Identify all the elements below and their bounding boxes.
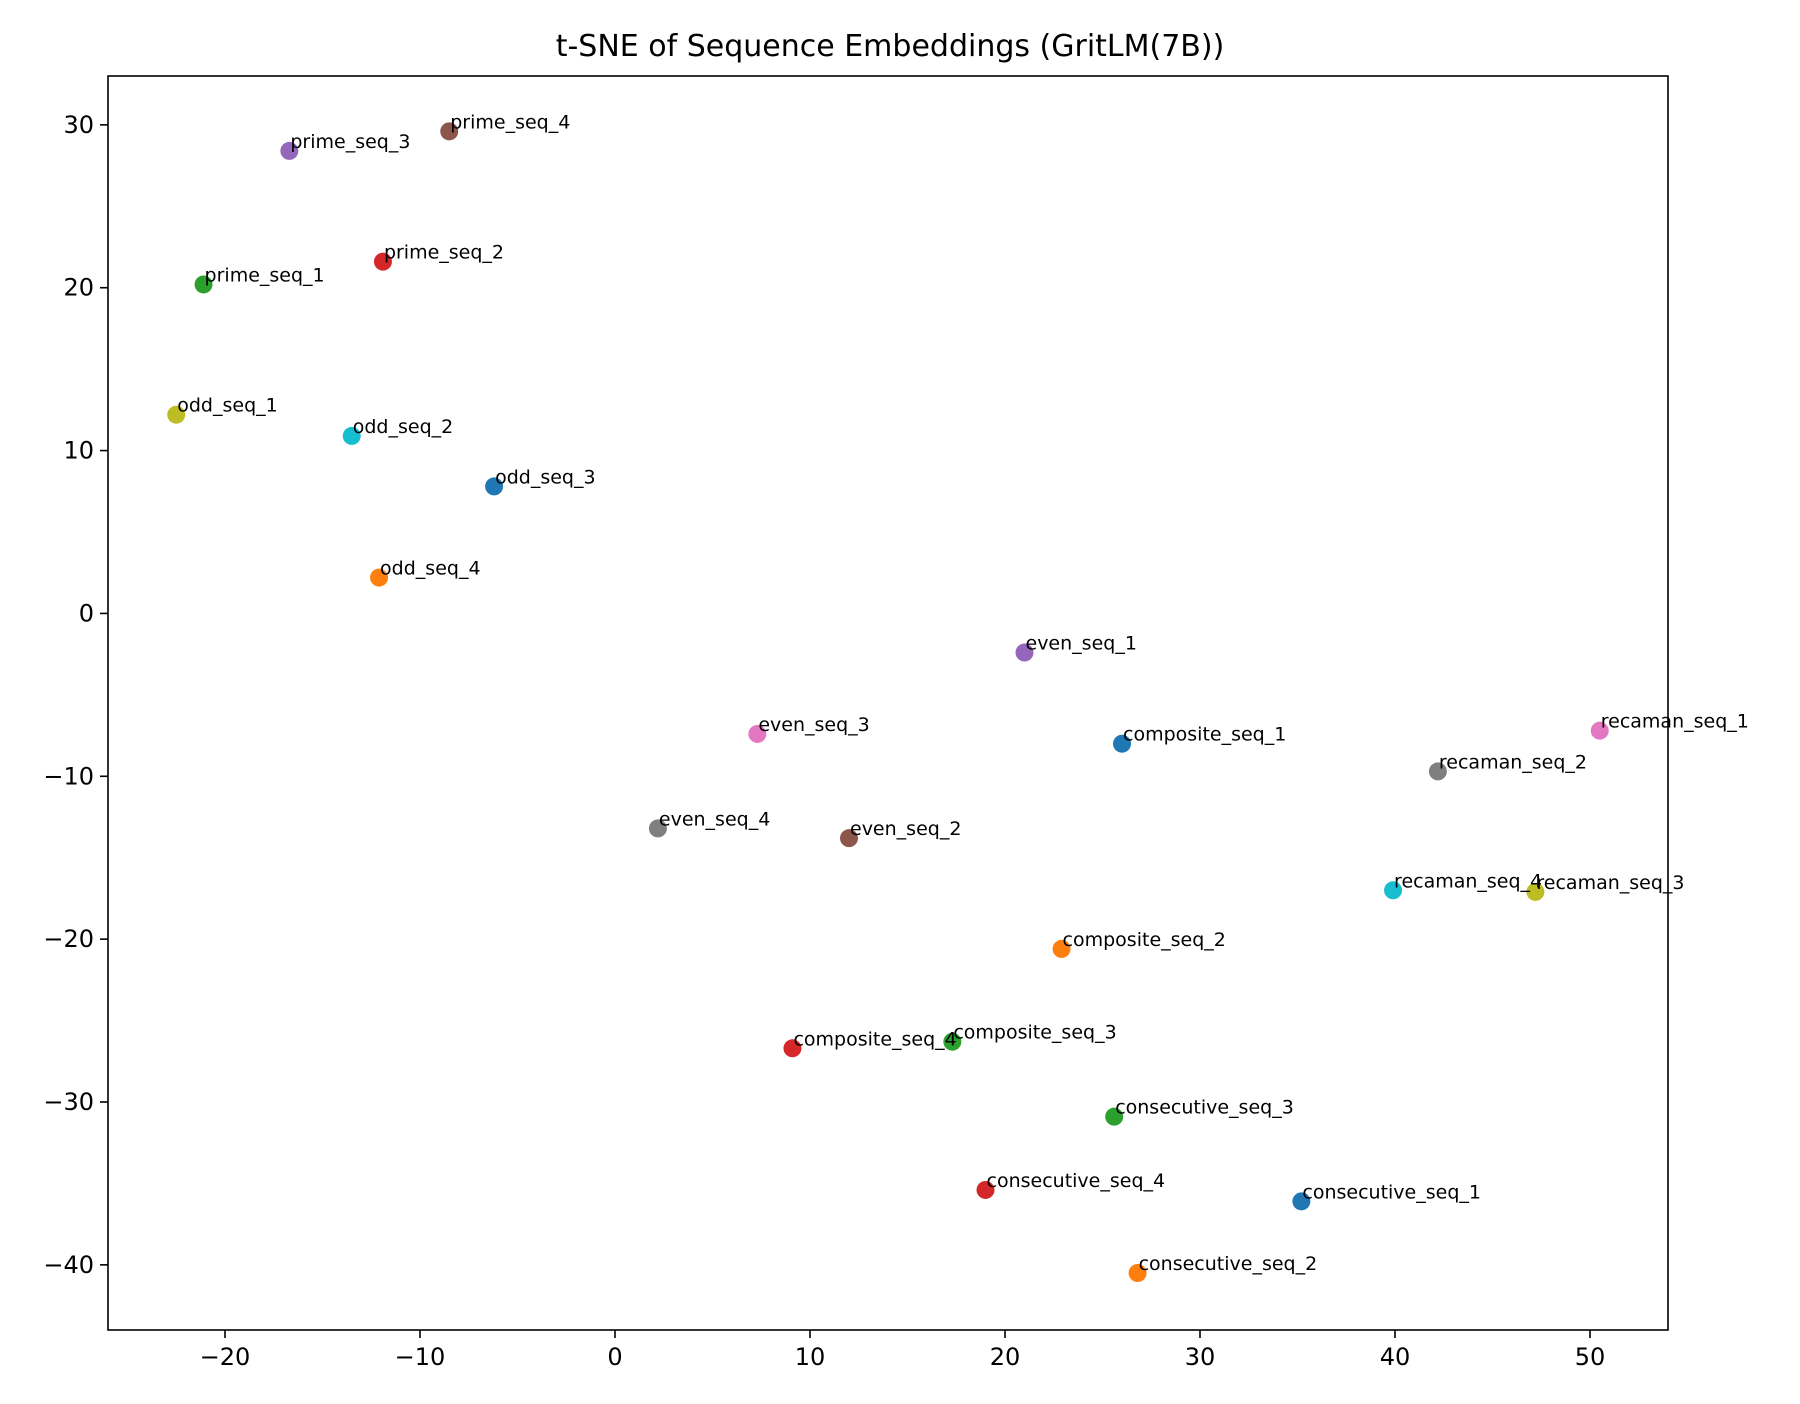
x-tick-label: −10 — [395, 1343, 446, 1371]
scatter-point — [1428, 762, 1447, 781]
scatter-point — [342, 426, 361, 445]
point-label: consecutive_seq_2 — [1139, 1253, 1318, 1275]
y-tick-label: 20 — [63, 274, 94, 302]
x-tick-label: −20 — [200, 1343, 251, 1371]
point-label: composite_seq_4 — [793, 1028, 956, 1050]
y-tick-label: 0 — [79, 599, 94, 627]
scatter-point — [1292, 1192, 1311, 1211]
x-tick-label: 10 — [795, 1343, 826, 1371]
scatter-point — [748, 724, 767, 743]
scatter-point — [373, 252, 392, 271]
point-label: composite_seq_2 — [1063, 929, 1226, 951]
y-tick-label: 10 — [63, 437, 94, 465]
marks-layer — [167, 122, 1609, 1282]
point-label: recaman_seq_3 — [1536, 872, 1684, 894]
scatter-point — [1590, 721, 1609, 740]
point-label: odd_seq_4 — [380, 558, 480, 580]
point-label: consecutive_seq_3 — [1115, 1097, 1294, 1119]
point-label: even_seq_4 — [659, 808, 770, 830]
scatter-point — [840, 829, 858, 848]
scatter-point — [648, 819, 667, 838]
scatter-point — [370, 568, 389, 587]
axes-layer: −20 −10 0 10 20 30 40 50 30 20 10 0 −10 −20 −30 −40 — [43, 75, 1669, 1371]
x-tick-label: 20 — [990, 1343, 1021, 1371]
y-tick-label: −20 — [43, 925, 94, 953]
point-label: composite_seq_1 — [1123, 724, 1286, 746]
point-label: prime_seq_1 — [205, 264, 325, 286]
scatter-point — [194, 275, 213, 294]
x-tick-label: 0 — [607, 1343, 622, 1371]
point-label: prime_seq_4 — [450, 111, 570, 133]
point-label: even_seq_1 — [1026, 633, 1137, 655]
point-label: recaman_seq_2 — [1439, 751, 1587, 773]
point-label: recaman_seq_1 — [1601, 711, 1749, 733]
point-label: even_seq_2 — [850, 818, 961, 840]
scatter-point — [280, 141, 299, 160]
scatter-point — [1113, 734, 1131, 753]
chart-title: t-SNE of Sequence Embeddings (GritLM(7B)… — [556, 29, 1225, 64]
scatter-point — [943, 1032, 962, 1051]
y-tick-label: −10 — [43, 762, 94, 790]
axes-frame — [107, 75, 1669, 1331]
scatter-point — [1105, 1107, 1124, 1126]
scatter-point — [167, 405, 186, 424]
y-tick-label: −40 — [43, 1251, 94, 1279]
x-tick-label: 30 — [1185, 1343, 1216, 1371]
scatter-point — [1052, 939, 1071, 958]
point-label: prime_seq_2 — [384, 242, 504, 264]
scatter-point — [485, 477, 504, 496]
point-label: odd_seq_1 — [177, 395, 277, 417]
point-label: odd_seq_3 — [495, 466, 595, 488]
x-tick-label: 40 — [1380, 1343, 1411, 1371]
y-tick-label: −30 — [43, 1088, 94, 1116]
point-label: prime_seq_3 — [290, 131, 410, 153]
x-tick-label: 50 — [1575, 1343, 1606, 1371]
scatter-point — [1015, 643, 1034, 662]
point-label: recaman_seq_4 — [1394, 870, 1542, 892]
point-labels-layer: prime_seq_3 prime_seq_4 prime_seq_2 prime_s… — [177, 111, 1749, 1275]
scatter-point — [976, 1180, 995, 1199]
point-label: consecutive_seq_4 — [987, 1170, 1166, 1192]
point-label: composite_seq_3 — [953, 1022, 1116, 1044]
scatter-point — [1128, 1264, 1147, 1282]
scatter-point — [1526, 882, 1545, 901]
point-label: even_seq_3 — [758, 714, 869, 736]
point-label: consecutive_seq_1 — [1302, 1181, 1481, 1203]
y-tick-label: 30 — [63, 111, 94, 139]
point-label: odd_seq_2 — [353, 416, 453, 438]
scatter-point — [440, 122, 459, 141]
scatter-point — [1384, 881, 1403, 900]
scatter-point — [783, 1039, 802, 1058]
